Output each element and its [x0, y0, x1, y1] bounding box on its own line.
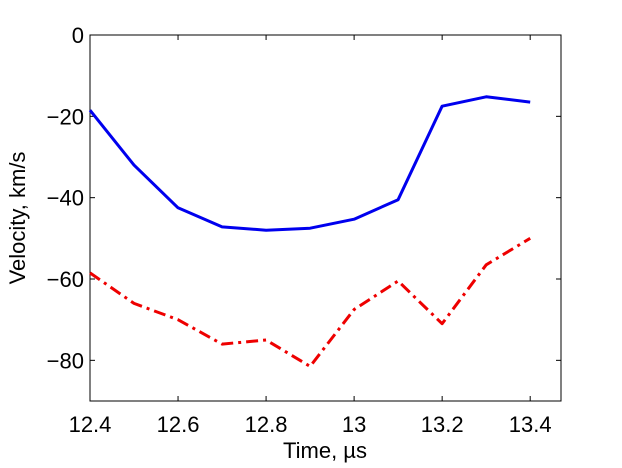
x-tick-label: 13	[342, 412, 366, 437]
x-tick-label: 12.4	[69, 412, 112, 437]
x-tick-label: 12.8	[245, 412, 288, 437]
x-axis-label: Time, µs	[283, 438, 367, 463]
x-tick-label: 12.6	[157, 412, 200, 437]
y-tick-label: −60	[47, 267, 84, 292]
y-tick-label: −40	[47, 186, 84, 211]
x-axis-ticks: 12.4 12.6 12.8 13 13.2 13.4	[69, 35, 552, 437]
y-axis-ticks: 0 −20 −40 −60 −80	[47, 23, 561, 373]
series-line-solid	[88, 95, 531, 232]
plot-area	[89, 34, 562, 402]
y-axis-label: Velocity, km/s	[5, 152, 30, 285]
x-tick-label: 13.4	[509, 412, 552, 437]
y-tick-label: −20	[47, 104, 84, 129]
y-tick-label: 0	[72, 23, 84, 48]
series-line-dashdot	[89, 237, 531, 368]
y-tick-label: −80	[47, 348, 84, 373]
x-tick-label: 13.2	[421, 412, 464, 437]
series-layer	[88, 95, 531, 368]
